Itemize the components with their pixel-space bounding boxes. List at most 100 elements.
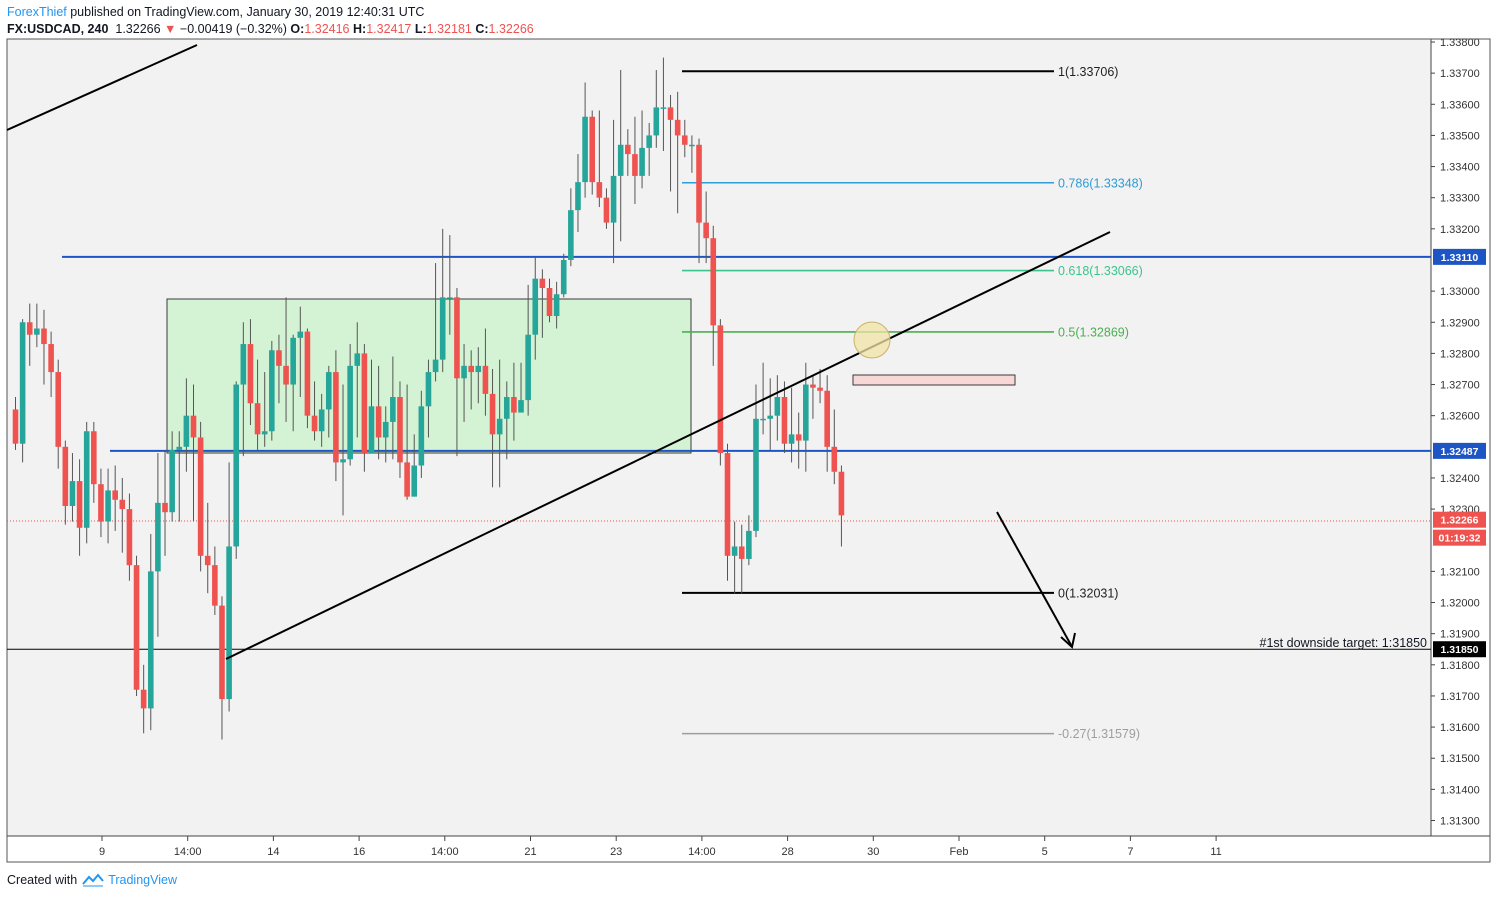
candle[interactable] <box>98 468 104 538</box>
candle[interactable] <box>774 375 781 441</box>
candle[interactable] <box>112 465 118 531</box>
candle[interactable] <box>91 421 97 503</box>
tradingview-link[interactable]: TradingView <box>108 873 177 887</box>
candle[interactable] <box>575 154 581 232</box>
candle[interactable] <box>689 135 695 173</box>
candle[interactable] <box>432 263 439 382</box>
candle[interactable] <box>803 362 809 472</box>
candle[interactable] <box>610 119 617 264</box>
candle[interactable] <box>83 421 90 544</box>
candle[interactable] <box>411 434 418 497</box>
candle[interactable] <box>468 350 474 410</box>
candle[interactable] <box>625 129 631 176</box>
candle[interactable] <box>482 328 489 416</box>
candle[interactable] <box>304 328 311 429</box>
candle[interactable] <box>261 372 268 447</box>
candle[interactable] <box>831 409 838 485</box>
trend-line-top[interactable] <box>6 44 198 131</box>
candle[interactable] <box>710 225 717 366</box>
candle[interactable] <box>361 344 368 472</box>
candle[interactable] <box>738 524 745 594</box>
candle[interactable] <box>767 378 774 450</box>
candle[interactable] <box>354 322 361 438</box>
candle[interactable] <box>568 188 574 267</box>
candle[interactable] <box>539 269 546 338</box>
candle[interactable] <box>12 396 19 450</box>
candle[interactable] <box>382 406 389 463</box>
candle[interactable] <box>632 116 638 204</box>
candle[interactable] <box>311 381 318 441</box>
candle[interactable] <box>204 502 211 594</box>
candle[interactable] <box>390 356 396 460</box>
candle[interactable] <box>226 462 232 712</box>
candle[interactable] <box>795 412 802 469</box>
candle[interactable] <box>418 390 425 478</box>
candle[interactable] <box>596 110 603 208</box>
candle[interactable] <box>653 70 660 148</box>
candle[interactable] <box>439 228 446 373</box>
candle[interactable] <box>183 378 190 472</box>
candle[interactable] <box>674 91 681 214</box>
candle[interactable] <box>297 306 304 397</box>
candle[interactable] <box>560 253 567 298</box>
candle[interactable] <box>176 431 183 522</box>
candle[interactable] <box>518 362 524 413</box>
candle[interactable] <box>62 440 69 525</box>
candle[interactable] <box>34 303 40 348</box>
candle[interactable] <box>503 381 510 460</box>
candle[interactable] <box>283 297 289 422</box>
candle[interactable] <box>119 477 126 553</box>
candle[interactable] <box>639 110 645 189</box>
candle[interactable] <box>233 381 240 559</box>
candle[interactable] <box>41 309 47 385</box>
candle[interactable] <box>333 350 339 482</box>
candle[interactable] <box>746 515 752 566</box>
candle[interactable] <box>525 284 531 416</box>
candle[interactable] <box>169 431 175 522</box>
candle[interactable] <box>425 359 432 438</box>
candles[interactable] <box>12 57 845 740</box>
candle[interactable] <box>838 465 845 547</box>
price-chart[interactable]: 1(1.33706) 0.786(1.33348) 0.618(1.33066) 0.… <box>0 0 1496 870</box>
candle[interactable] <box>69 453 76 522</box>
candle[interactable] <box>589 110 596 195</box>
candle[interactable] <box>753 384 759 538</box>
candle[interactable] <box>347 344 353 466</box>
candle[interactable] <box>368 359 375 454</box>
candle[interactable] <box>197 421 204 572</box>
candle[interactable] <box>105 468 111 544</box>
candle[interactable] <box>404 384 410 500</box>
candle[interactable] <box>660 57 667 151</box>
candle[interactable] <box>140 664 147 734</box>
candle[interactable] <box>76 459 83 556</box>
target-arrow-line[interactable] <box>996 511 1072 646</box>
candle[interactable] <box>582 82 588 198</box>
candle[interactable] <box>340 384 346 516</box>
candle[interactable] <box>55 359 62 469</box>
candle[interactable] <box>397 381 403 478</box>
candle[interactable] <box>532 256 539 360</box>
candle[interactable] <box>703 191 709 264</box>
candle[interactable] <box>254 359 261 450</box>
candle[interactable] <box>162 449 168 556</box>
candle[interactable] <box>269 340 275 441</box>
candle[interactable] <box>810 375 816 419</box>
candle[interactable] <box>511 362 517 441</box>
candle[interactable] <box>461 344 467 422</box>
candle[interactable] <box>617 70 624 242</box>
candle[interactable] <box>219 596 225 740</box>
candle[interactable] <box>489 368 496 488</box>
candle[interactable] <box>318 393 325 447</box>
candle[interactable] <box>276 334 282 404</box>
candle[interactable] <box>447 235 453 335</box>
candle[interactable] <box>126 493 133 581</box>
trend-line-rising[interactable] <box>225 231 1111 660</box>
candle[interactable] <box>817 368 823 404</box>
candle[interactable] <box>781 381 788 454</box>
candle[interactable] <box>48 331 54 397</box>
candle[interactable] <box>724 443 731 581</box>
candle[interactable] <box>147 534 154 731</box>
candle[interactable] <box>553 281 560 329</box>
candle[interactable] <box>155 453 161 637</box>
candle[interactable] <box>475 347 482 404</box>
